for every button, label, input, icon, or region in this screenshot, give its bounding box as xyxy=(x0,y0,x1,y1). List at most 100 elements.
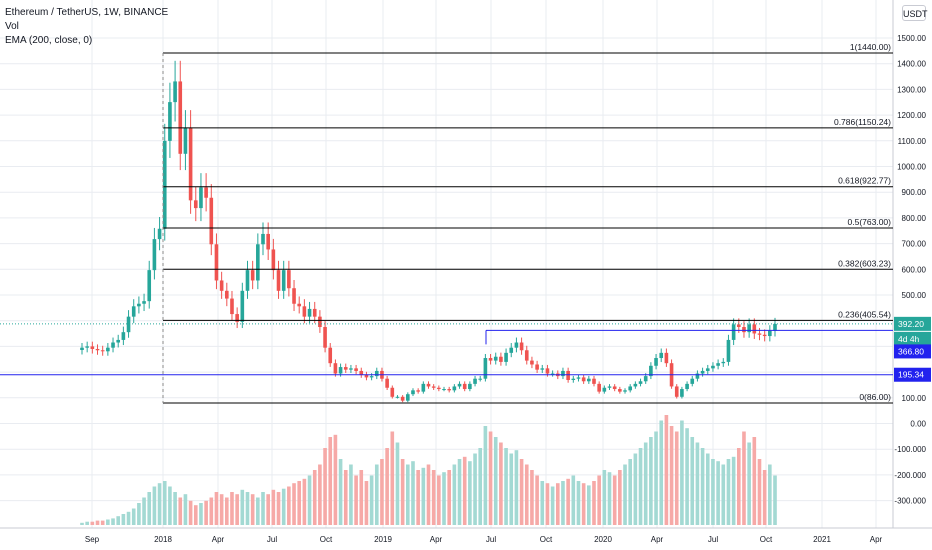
price-tick-label: 900.00 xyxy=(902,188,927,197)
volume-bar xyxy=(85,521,89,525)
ema-indicator-label[interactable]: EMA (200, close, 0) xyxy=(5,35,93,46)
time-tick-label: Jul xyxy=(708,535,718,544)
price-scale-unit-button[interactable]: USDT xyxy=(902,5,928,21)
candle-body xyxy=(416,390,420,392)
candle xyxy=(628,384,633,393)
candle xyxy=(111,337,115,353)
volume-bar xyxy=(364,481,369,525)
candle xyxy=(721,358,726,367)
volume-bar xyxy=(695,442,700,525)
time-tick-label: Sep xyxy=(85,535,100,544)
volume-indicator-label[interactable]: Vol xyxy=(5,21,19,32)
candle xyxy=(680,386,684,399)
time-tick-label: Oct xyxy=(540,535,553,544)
candle xyxy=(685,381,689,392)
chart-legend: Ethereum / TetherUS, 1W, BINANCE Vol EMA… xyxy=(5,6,168,48)
candle xyxy=(514,337,519,353)
candle xyxy=(457,381,462,389)
volume-bar xyxy=(664,415,669,525)
candle-series xyxy=(80,60,777,403)
volume-bar xyxy=(726,459,731,525)
volume-bar xyxy=(680,420,684,525)
price-tick-label: 1400.00 xyxy=(897,60,926,69)
candle xyxy=(499,352,503,366)
volume-bar xyxy=(587,485,591,525)
volume-bar xyxy=(374,464,379,525)
candle-body xyxy=(400,396,405,401)
candle-body xyxy=(628,386,633,391)
candle xyxy=(550,370,555,377)
candle-body xyxy=(731,324,736,340)
candle-body xyxy=(437,387,441,390)
volume-bar xyxy=(142,497,146,525)
candle xyxy=(659,348,664,363)
candle xyxy=(705,364,710,375)
candle xyxy=(390,385,395,399)
candle-body xyxy=(442,389,446,391)
volume-bar xyxy=(240,489,245,525)
time-tick-label: Apr xyxy=(430,535,443,544)
candle xyxy=(700,367,705,377)
candle-body xyxy=(333,363,338,374)
candle-body xyxy=(137,303,141,307)
volume-bar xyxy=(178,497,183,525)
candle-body xyxy=(126,316,131,333)
candle-body xyxy=(116,339,121,343)
candle-body xyxy=(431,386,436,388)
volume-bar xyxy=(685,428,689,525)
candle xyxy=(152,227,157,280)
volume-bar xyxy=(359,470,364,525)
candle-body xyxy=(390,387,395,397)
candle xyxy=(540,364,545,373)
candle xyxy=(519,337,524,355)
candle xyxy=(768,325,772,342)
candle-body xyxy=(607,386,612,388)
candle-body xyxy=(633,383,638,387)
volume-bar xyxy=(147,492,152,525)
candle xyxy=(664,348,669,367)
candle-body xyxy=(162,140,167,229)
volume-bar xyxy=(121,514,126,525)
candle-body xyxy=(561,370,565,377)
candle xyxy=(173,60,177,122)
volume-bar xyxy=(716,461,720,525)
candle-body xyxy=(240,290,245,322)
candle xyxy=(188,110,193,214)
candle-body xyxy=(478,378,483,380)
candle-body xyxy=(509,347,514,353)
candle xyxy=(483,353,488,382)
volume-bar xyxy=(736,448,741,525)
volume-bar xyxy=(447,470,451,525)
volume-bar xyxy=(312,470,317,525)
volume-bar xyxy=(649,437,653,525)
candle-body xyxy=(721,361,726,364)
volume-bar xyxy=(493,437,498,525)
candle-body xyxy=(121,332,126,340)
volume-bar xyxy=(488,431,493,525)
candle xyxy=(493,352,498,365)
price-tick-label: 100.00 xyxy=(902,394,927,403)
volume-series xyxy=(80,415,777,525)
fib-level-label: 0.382(603.23) xyxy=(838,258,891,268)
volume-bar xyxy=(276,492,281,525)
candle xyxy=(690,375,695,387)
candle-body xyxy=(468,383,472,390)
time-tick-label: Jul xyxy=(267,535,277,544)
candle xyxy=(131,299,136,324)
volume-bar xyxy=(597,475,601,525)
volume-bar xyxy=(411,461,415,525)
candle xyxy=(224,282,229,307)
candle-body xyxy=(550,373,555,375)
volume-bar xyxy=(431,470,436,525)
candle xyxy=(747,318,751,338)
candle-body xyxy=(338,367,343,374)
candle-body xyxy=(111,342,115,348)
candle-body xyxy=(411,390,415,395)
volume-bar xyxy=(323,448,327,525)
candle-body xyxy=(752,324,757,334)
candle-body xyxy=(514,342,519,348)
volume-bar xyxy=(183,494,188,525)
volume-bar xyxy=(571,475,576,525)
volume-bar xyxy=(188,500,193,525)
